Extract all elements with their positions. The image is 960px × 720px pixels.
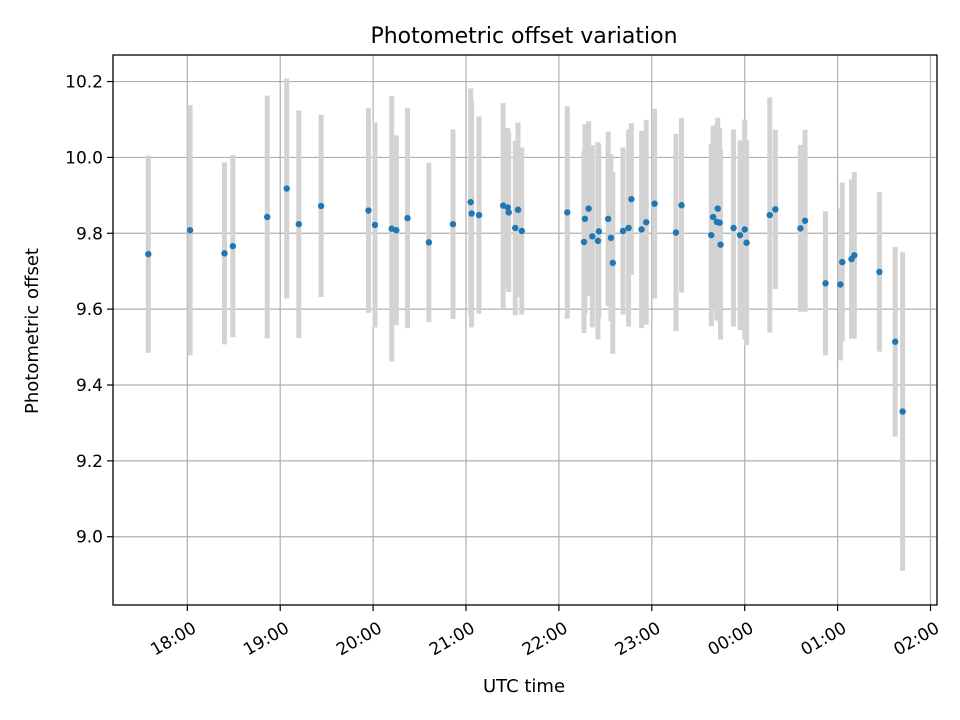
data-point: [797, 225, 804, 232]
data-point: [730, 224, 737, 232]
chart-title: Photometric offset variation: [370, 24, 677, 49]
y-axis-label: Photometric offset: [22, 248, 43, 414]
data-point: [604, 215, 612, 223]
data-point: [589, 233, 596, 240]
data-point: [638, 226, 645, 233]
data-point: [475, 211, 483, 219]
data-point: [145, 250, 152, 258]
data-point: [585, 205, 592, 212]
data-point: [594, 237, 602, 245]
data-point: [404, 214, 411, 222]
data-point: [468, 210, 475, 217]
data-point: [581, 215, 589, 223]
data-point: [467, 198, 474, 206]
data-point: [619, 227, 627, 235]
data-point: [651, 200, 658, 207]
x-axis-label: UTC time: [483, 676, 565, 697]
data-point: [449, 220, 457, 228]
data-point: [371, 221, 379, 229]
data-point: [766, 211, 773, 219]
data-point: [504, 204, 512, 211]
data-point: [229, 242, 237, 250]
data-point: [899, 408, 906, 415]
data-point: [564, 209, 571, 216]
data-point: [714, 205, 721, 212]
data-point: [709, 213, 717, 221]
data-point: [283, 185, 290, 192]
data-point: [580, 238, 588, 246]
data-point: [643, 219, 650, 226]
data-point: [743, 239, 750, 246]
plot-frame: [112, 54, 938, 606]
data-point: [264, 213, 271, 221]
data-point: [839, 258, 846, 266]
data-point: [295, 220, 302, 228]
data-point: [425, 239, 433, 246]
data-point: [801, 217, 809, 224]
data-point: [514, 206, 522, 213]
y-tick-label: 9.0: [76, 528, 103, 548]
data-point: [365, 207, 372, 214]
data-point: [822, 280, 829, 287]
data-point: [678, 202, 685, 209]
y-tick-label: 10.0: [65, 148, 103, 168]
data-point: [607, 234, 615, 242]
data-point: [625, 224, 632, 232]
data-point: [609, 259, 616, 267]
data-point: [512, 224, 519, 232]
y-tick-label: 9.2: [76, 452, 103, 472]
data-point: [891, 338, 899, 345]
data-point: [518, 227, 525, 235]
data-point: [672, 229, 680, 236]
y-axis: 9.0 9.2 9.4 9.6 9.8 10.0 10.2: [65, 73, 113, 548]
data-point: [186, 227, 194, 234]
data-point: [716, 219, 723, 226]
data-point: [595, 228, 603, 235]
y-tick-label: 9.4: [76, 376, 103, 396]
data-point: [876, 268, 883, 276]
data-point: [837, 281, 844, 288]
data-point: [851, 252, 858, 259]
data-point: [628, 195, 635, 203]
data-point: [741, 226, 748, 233]
points-group: [145, 185, 906, 415]
data-point: [717, 241, 724, 248]
y-tick-label: 9.8: [76, 224, 103, 244]
data-point: [505, 209, 512, 216]
data-point: [317, 202, 325, 210]
data-point: [772, 206, 779, 213]
data-point: [736, 231, 744, 239]
data-point: [221, 250, 228, 257]
y-tick-label: 9.6: [76, 300, 103, 320]
data-point: [708, 231, 715, 239]
y-tick-label: 10.2: [65, 73, 103, 93]
data-point: [393, 227, 400, 234]
